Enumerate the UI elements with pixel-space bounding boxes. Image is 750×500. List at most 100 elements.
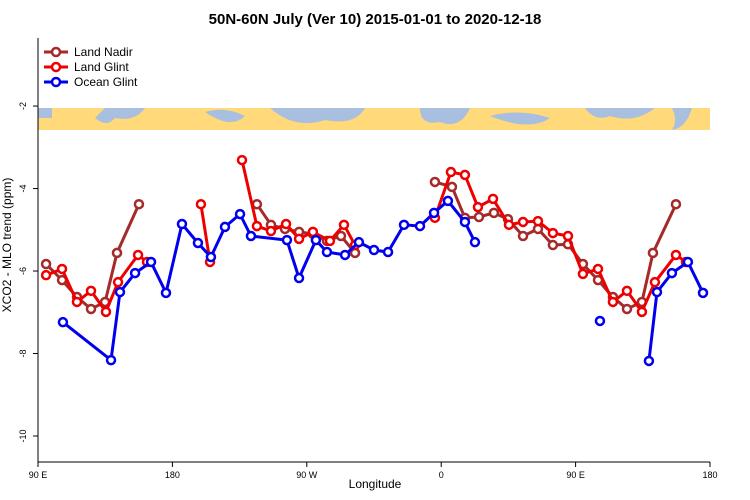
- map-strip: [38, 108, 710, 130]
- data-point: [472, 201, 484, 213]
- data-point: [176, 218, 188, 230]
- data-point: [459, 169, 471, 181]
- data-point: [429, 176, 441, 188]
- legend-label: Ocean Glint: [74, 75, 138, 89]
- data-point: [145, 256, 157, 268]
- plot-area: [40, 154, 709, 367]
- data-point: [338, 219, 350, 231]
- y-tick-label: -8: [18, 350, 28, 358]
- legend-marker: [50, 61, 62, 73]
- data-point: [666, 267, 678, 279]
- data-point: [621, 285, 633, 297]
- data-point: [442, 195, 454, 207]
- data-point: [459, 216, 471, 228]
- data-point: [446, 181, 458, 193]
- data-point: [607, 296, 619, 308]
- x-tick-label: 0: [439, 470, 444, 480]
- data-point: [621, 303, 633, 315]
- data-point: [112, 276, 124, 288]
- x-tick-label: 90 E: [566, 470, 585, 480]
- data-point: [105, 354, 117, 366]
- data-point: [57, 316, 69, 328]
- y-tick-label: -10: [18, 430, 28, 443]
- data-point: [445, 166, 457, 178]
- series-line: [61, 198, 705, 363]
- data-point: [335, 230, 347, 242]
- y-tick-label: -2: [18, 102, 28, 110]
- data-point: [236, 154, 248, 166]
- x-tick-label: 180: [165, 470, 180, 480]
- data-point: [280, 218, 292, 230]
- x-tick-label: 90 W: [296, 470, 318, 480]
- data-point: [71, 296, 83, 308]
- data-point: [562, 230, 574, 242]
- legend-label: Land Glint: [74, 60, 129, 74]
- data-point: [488, 207, 500, 219]
- data-point: [382, 246, 394, 258]
- data-point: [682, 256, 694, 268]
- data-point: [643, 355, 655, 367]
- data-point: [293, 233, 305, 245]
- data-point: [293, 272, 305, 284]
- legend-label: Land Nadir: [74, 45, 133, 59]
- data-point: [85, 285, 97, 297]
- data-point: [234, 208, 246, 220]
- data-point: [339, 249, 351, 261]
- data-point: [636, 306, 648, 318]
- data-point: [195, 198, 207, 210]
- data-point: [547, 239, 559, 251]
- legend-marker: [50, 76, 62, 88]
- data-point: [594, 315, 606, 327]
- data-point: [577, 268, 589, 280]
- chart-title: 50N-60N July (Ver 10) 2015-01-01 to 2020…: [209, 11, 542, 28]
- y-axis-label: XCO2 - MLO trend (ppm): [0, 178, 14, 313]
- data-point: [647, 247, 659, 259]
- data-point: [40, 269, 52, 281]
- data-point: [592, 263, 604, 275]
- data-point: [310, 234, 322, 246]
- y-tick-label: -6: [18, 267, 28, 275]
- y-tick-label: -4: [18, 185, 28, 193]
- data-point: [517, 216, 529, 228]
- data-point: [85, 303, 97, 315]
- data-point: [503, 219, 515, 231]
- data-point: [353, 236, 365, 248]
- data-point: [324, 235, 336, 247]
- data-point: [414, 220, 426, 232]
- data-point: [205, 251, 217, 263]
- data-point: [111, 247, 123, 259]
- legend-marker: [50, 46, 62, 58]
- data-point: [670, 198, 682, 210]
- x-tick-label: 90 E: [29, 470, 48, 480]
- data-point: [132, 249, 144, 261]
- data-point: [100, 306, 112, 318]
- data-point: [133, 198, 145, 210]
- data-point: [281, 234, 293, 246]
- data-point: [245, 230, 257, 242]
- data-point: [532, 215, 544, 227]
- data-point: [321, 246, 333, 258]
- data-point: [307, 226, 319, 238]
- data-point: [251, 220, 263, 232]
- data-point: [368, 244, 380, 256]
- data-point: [398, 219, 410, 231]
- data-point: [487, 193, 499, 205]
- data-point: [670, 249, 682, 261]
- x-tick-label: 180: [702, 470, 717, 480]
- data-point: [469, 236, 481, 248]
- data-point: [129, 267, 141, 279]
- data-point: [40, 258, 52, 270]
- data-point: [192, 237, 204, 249]
- data-point: [517, 230, 529, 242]
- data-point: [160, 287, 172, 299]
- data-point: [697, 287, 709, 299]
- data-point: [219, 221, 231, 233]
- data-point: [547, 227, 559, 239]
- data-point: [114, 286, 126, 298]
- series-line: [45, 159, 687, 316]
- data-point: [473, 211, 485, 223]
- x-axis-label: Longitude: [349, 477, 402, 491]
